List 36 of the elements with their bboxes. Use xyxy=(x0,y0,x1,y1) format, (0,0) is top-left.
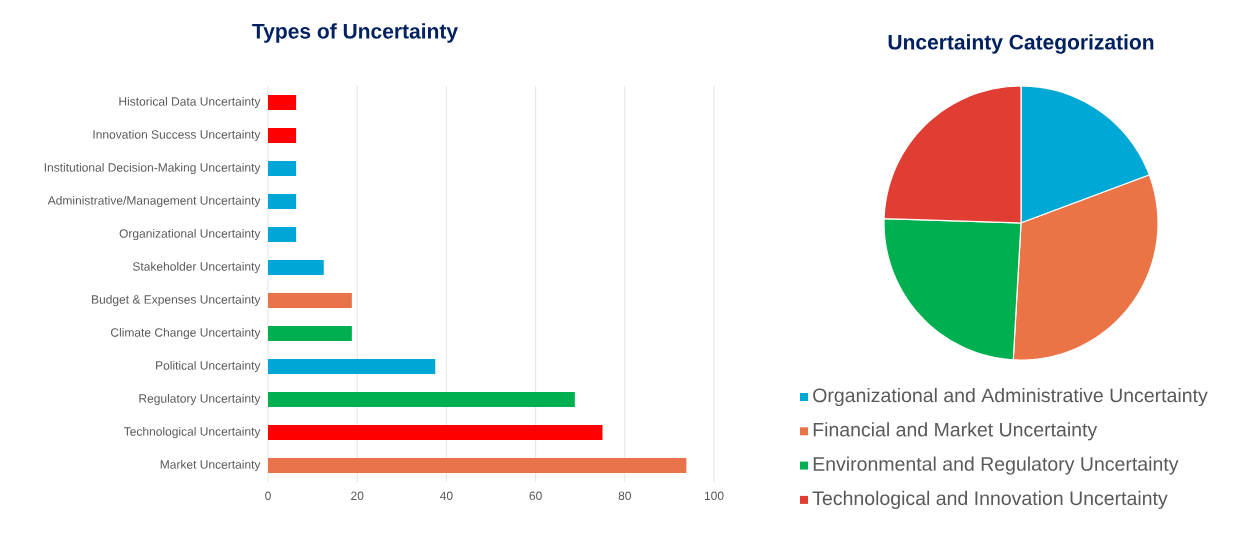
bar xyxy=(268,260,324,276)
y-tick-label: Institutional Decision-Making Uncertainty xyxy=(44,162,261,175)
bar xyxy=(268,326,352,342)
y-tick-label: Innovation Success Uncertainty xyxy=(93,129,261,142)
legend-label: Organizational and Administrative Uncertainty xyxy=(813,387,1208,407)
chart-title: Uncertainty Categorization xyxy=(888,34,1154,54)
y-tick-label: Regulatory Uncertainty xyxy=(139,393,261,406)
bar xyxy=(268,227,297,242)
bar xyxy=(268,161,297,176)
y-tick-label: Budget & Expenses Uncertainty xyxy=(92,294,261,307)
x-tick-label: 60 xyxy=(529,491,542,501)
x-tick-label: 0 xyxy=(265,491,271,501)
x-tick-label: 20 xyxy=(351,491,364,501)
y-tick-label: Climate Change Uncertainty xyxy=(111,327,261,340)
legend-label: Environmental and Regulatory Uncertainty xyxy=(813,456,1179,475)
bar xyxy=(268,425,603,440)
bar xyxy=(268,194,297,210)
chart-title: Types of Uncertainty xyxy=(252,23,458,43)
y-tick-label: Historical Data Uncertainty xyxy=(119,96,261,109)
bar xyxy=(268,128,297,143)
bar xyxy=(268,359,436,374)
x-tick-label: 40 xyxy=(440,491,453,501)
legend-label: Financial and Market Uncertainty xyxy=(813,422,1098,441)
bar xyxy=(268,392,575,408)
y-tick-label: Political Uncertainty xyxy=(156,360,261,373)
y-tick-label: Technological Uncertainty xyxy=(124,426,261,439)
y-tick-label: Market Uncertainty xyxy=(160,459,261,472)
bar xyxy=(268,458,687,474)
y-tick-label: Stakeholder Uncertainty xyxy=(132,261,261,274)
legend-label: Technological and Innovation Uncertainty xyxy=(812,490,1168,509)
bar xyxy=(268,95,297,110)
x-tick-label: 100 xyxy=(704,491,724,501)
y-tick-label: Administrative/Management Uncertainty xyxy=(47,195,261,208)
bar xyxy=(268,293,352,308)
y-tick-label: Organizational Uncertainty xyxy=(119,228,261,241)
x-tick-label: 80 xyxy=(618,491,632,501)
